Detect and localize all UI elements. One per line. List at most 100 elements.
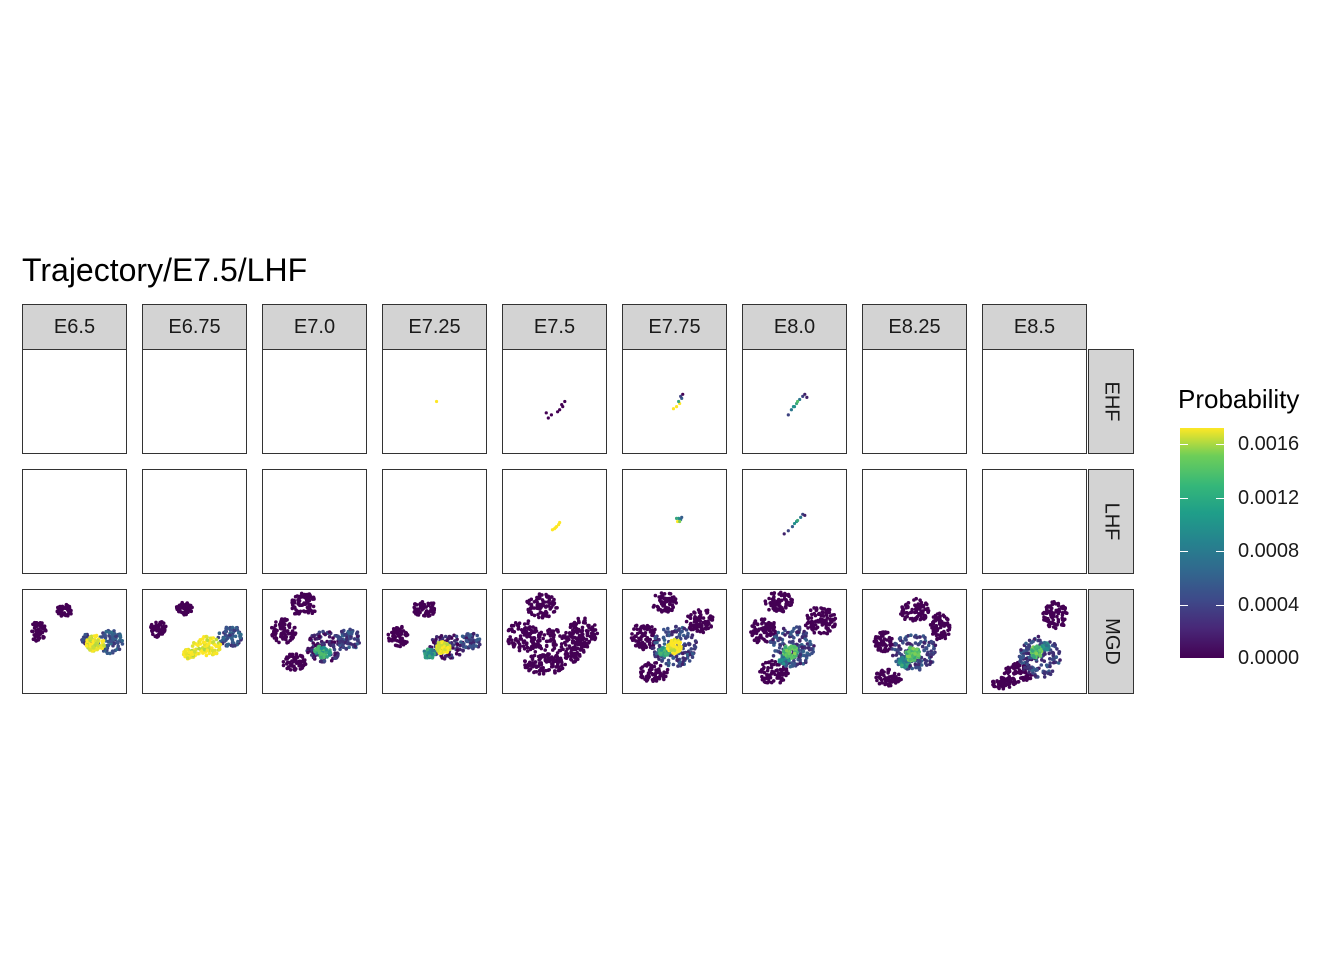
cell-point xyxy=(320,642,325,646)
cell-point xyxy=(585,644,590,649)
facet-column-label: E8.25 xyxy=(888,315,941,338)
cell-point xyxy=(913,662,918,667)
cell-point xyxy=(686,634,690,639)
cell-point xyxy=(913,641,918,645)
cell-point xyxy=(773,601,777,606)
facet-column-label: E7.25 xyxy=(408,315,461,338)
cell-point xyxy=(155,626,159,630)
cell-point xyxy=(812,644,816,648)
cell-point xyxy=(271,631,276,635)
cell-point xyxy=(936,633,941,637)
cell-point xyxy=(543,655,547,659)
cell-point xyxy=(347,645,351,649)
cell-point xyxy=(546,631,550,636)
cell-point xyxy=(876,648,880,652)
cell-point xyxy=(434,399,439,404)
cell-point xyxy=(550,528,555,532)
cell-point xyxy=(555,606,559,610)
cell-point xyxy=(436,649,440,653)
cell-point xyxy=(1044,644,1049,648)
cell-point xyxy=(524,642,529,647)
cell-point xyxy=(63,605,68,610)
cell-point xyxy=(754,628,758,632)
cell-point xyxy=(791,663,796,667)
cell-point xyxy=(1061,604,1066,609)
cell-point xyxy=(784,673,788,678)
cell-point xyxy=(1037,638,1041,643)
cell-point xyxy=(1050,669,1055,673)
chart-title: Trajectory/E7.5/LHF xyxy=(22,252,308,288)
cell-point xyxy=(670,630,674,634)
cell-point xyxy=(819,606,823,610)
cell-point xyxy=(1030,649,1035,653)
cell-point xyxy=(321,629,325,634)
cell-point xyxy=(205,648,210,653)
cell-point xyxy=(149,624,153,628)
facet-row-strip: EHF xyxy=(1088,349,1134,454)
cell-point xyxy=(569,658,574,662)
cell-point xyxy=(437,641,441,645)
cell-point xyxy=(633,624,638,628)
cell-point xyxy=(896,648,900,653)
cell-point xyxy=(1013,662,1017,666)
cell-point xyxy=(538,667,543,672)
legend-tick-label: 0.0012 xyxy=(1238,487,1300,509)
cell-point xyxy=(521,639,526,644)
facet-panel xyxy=(982,469,1087,574)
cell-point xyxy=(223,629,228,634)
cell-point xyxy=(59,609,63,613)
cell-point xyxy=(547,652,551,656)
cell-point xyxy=(676,628,681,632)
cell-point xyxy=(669,648,673,653)
cell-point xyxy=(803,646,807,650)
cell-point xyxy=(1026,675,1030,679)
cell-point xyxy=(817,630,822,635)
cell-point xyxy=(781,626,786,631)
cell-point xyxy=(643,663,647,667)
cell-point xyxy=(277,640,281,645)
facet-column-label: E8.0 xyxy=(773,315,816,338)
cell-point xyxy=(233,634,238,639)
cell-point xyxy=(575,646,580,651)
cell-point xyxy=(1027,651,1031,655)
cell-point xyxy=(899,612,903,616)
cell-point xyxy=(542,614,547,618)
cell-point xyxy=(672,641,677,645)
cell-point xyxy=(1058,658,1062,662)
cell-point xyxy=(1017,668,1022,672)
cell-point xyxy=(674,405,679,409)
cell-point xyxy=(689,647,694,651)
cell-point xyxy=(648,628,653,633)
panel-plot-area xyxy=(786,392,809,417)
cell-point xyxy=(475,633,479,638)
cell-point xyxy=(878,643,882,647)
cell-point xyxy=(531,641,535,646)
cell-point xyxy=(656,608,661,612)
cell-point xyxy=(555,410,560,414)
cell-point xyxy=(205,638,210,643)
cell-point xyxy=(303,595,307,600)
cell-point xyxy=(100,635,104,639)
cell-point xyxy=(824,623,828,627)
cell-point xyxy=(912,598,916,602)
cell-point xyxy=(800,635,805,639)
cell-point xyxy=(915,647,919,651)
cell-point xyxy=(323,632,327,637)
legend-tick-label: 0.0000 xyxy=(1238,647,1300,669)
cell-point xyxy=(398,632,403,637)
cell-point xyxy=(544,639,549,644)
cell-point xyxy=(439,643,444,647)
cell-point xyxy=(1044,663,1049,667)
cell-point xyxy=(288,664,292,668)
cell-point xyxy=(286,631,291,636)
facet-panel xyxy=(622,349,727,454)
cell-point xyxy=(319,655,323,660)
cell-point xyxy=(777,601,781,605)
cell-point xyxy=(923,635,927,640)
cell-point xyxy=(224,627,228,631)
cell-point xyxy=(1048,657,1052,661)
cell-point xyxy=(337,640,342,645)
cell-point xyxy=(1002,671,1007,676)
cell-point xyxy=(822,618,826,623)
cell-point xyxy=(455,642,460,647)
